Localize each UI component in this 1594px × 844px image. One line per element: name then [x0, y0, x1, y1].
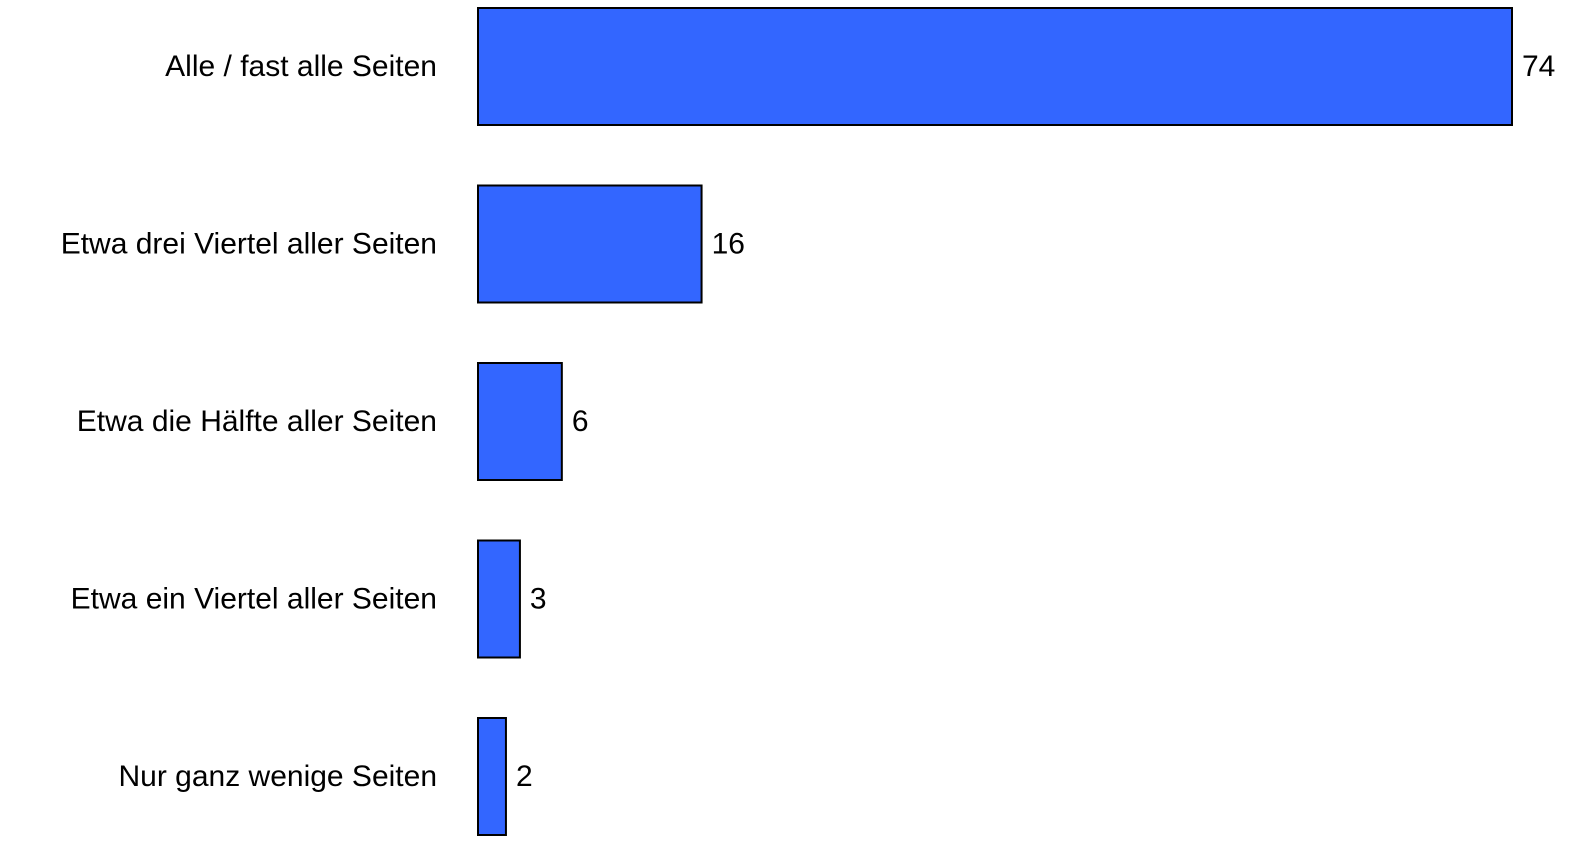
category-label-2: Etwa die Hälfte aller Seiten: [77, 405, 437, 438]
bar-2: [477, 362, 563, 481]
category-label-1: Etwa drei Viertel aller Seiten: [61, 228, 437, 261]
category-label-0: Alle / fast alle Seiten: [165, 50, 437, 83]
category-label-4: Nur ganz wenige Seiten: [118, 760, 437, 793]
bar-0: [477, 7, 1513, 126]
bar-3: [477, 539, 521, 659]
value-label-3: 3: [530, 583, 547, 616]
bars-layer: [477, 7, 1513, 836]
value-label-1: 16: [712, 228, 745, 261]
bar-4: [477, 717, 507, 836]
bar-1: [477, 184, 703, 304]
value-label-4: 2: [516, 760, 533, 793]
labels-layer: Alle / fast alle Seiten 74 Etwa drei Viert…: [61, 50, 1556, 793]
category-label-3: Etwa ein Viertel aller Seiten: [71, 583, 437, 616]
value-label-0: 74: [1522, 50, 1555, 83]
value-label-2: 6: [572, 405, 589, 438]
